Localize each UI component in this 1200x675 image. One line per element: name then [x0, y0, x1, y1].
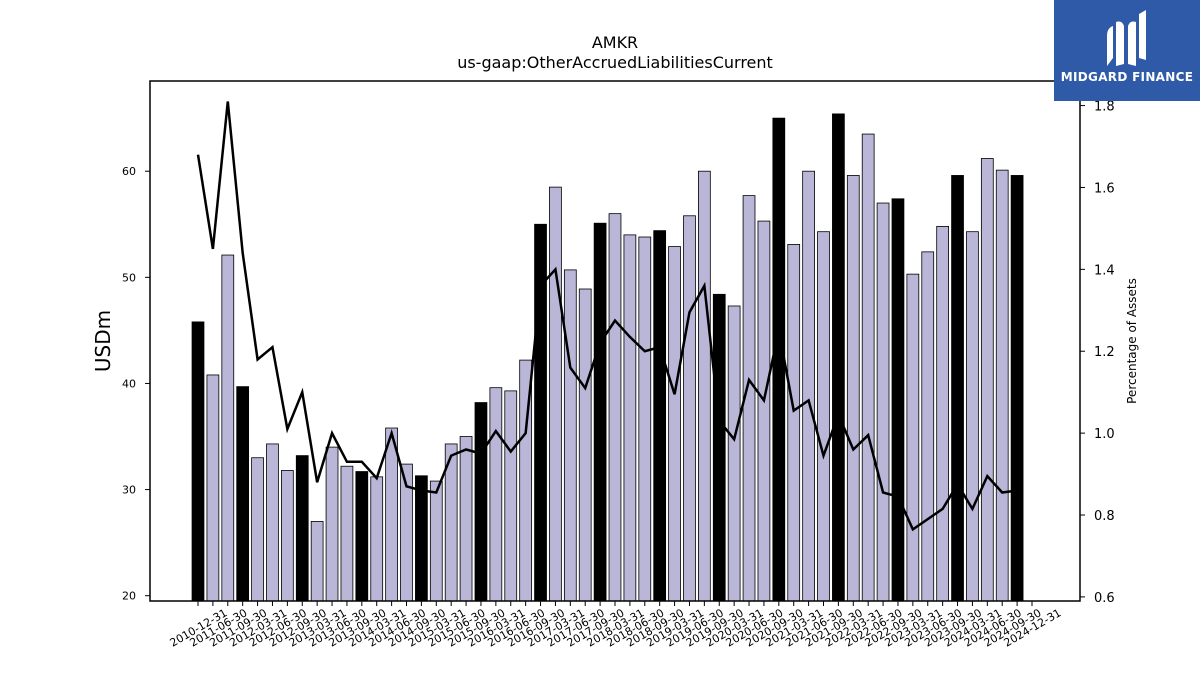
bar-2021-12-31: [846, 175, 860, 602]
y-axis-left: 20 30 40 50 60: [122, 165, 150, 603]
bar-2020-12-31: [787, 244, 801, 602]
y2-tick-label: 0.8: [1094, 509, 1115, 524]
bar-2019-03-31: [683, 215, 696, 602]
bar-2020-06-30: [757, 220, 771, 602]
y-tick-label: 50: [122, 271, 136, 284]
bar-2018-09-30: [653, 230, 667, 602]
bar-2016-12-31: [549, 186, 562, 602]
bar-2023-03-31: [921, 251, 935, 602]
percentage-line: [196, 101, 1018, 532]
line-group: [196, 101, 1018, 532]
chart-title: AMKR: [592, 33, 638, 52]
y-tick-label: 30: [122, 484, 136, 497]
y2-tick-label: 1.8: [1094, 100, 1115, 115]
bar-2011-09-30: [236, 386, 250, 602]
bar-2021-09-30: [832, 113, 845, 602]
y2-tick-label: 1.6: [1094, 181, 1115, 196]
bar-2021-03-31: [802, 170, 815, 602]
bar-2013-06-30: [340, 465, 354, 602]
bar-2018-03-31: [623, 234, 637, 602]
bar-2013-09-30: [355, 471, 369, 602]
bar-2018-12-31: [668, 246, 681, 602]
bar-2021-06-30: [817, 231, 830, 602]
y-tick-label: 20: [122, 590, 136, 603]
bars-group: [191, 113, 1024, 602]
bar-2023-12-31: [966, 231, 979, 602]
bar-2010-12-31: [191, 321, 205, 602]
bar-2011-12-31: [251, 457, 264, 602]
bar-2015-09-30: [474, 402, 488, 602]
bar-2019-06-30: [698, 170, 711, 602]
logo-text: MIDGARD FINANCE: [1060, 70, 1194, 84]
bar-2017-06-30: [578, 288, 592, 602]
y2-tick-label: 1.2: [1094, 345, 1115, 360]
bar-2012-12-31: [310, 521, 324, 602]
bar-2022-06-30: [876, 202, 890, 602]
y2-tick-label: 1.0: [1094, 427, 1115, 442]
y2-tick-label: 0.6: [1094, 591, 1115, 606]
bar-2019-09-30: [712, 293, 726, 602]
bar-2012-03-31: [266, 443, 279, 602]
bar-2023-09-30: [951, 175, 964, 602]
bar-2022-09-30: [891, 198, 905, 602]
bar-2011-03-31: [206, 374, 220, 602]
bar-2019-12-31: [727, 305, 741, 602]
x-axis: 2010-12-312011-06-302011-09-302012-03-31…: [168, 601, 1064, 650]
y2-tick-label: 1.4: [1094, 263, 1115, 278]
bar-2022-12-31: [906, 273, 920, 602]
bar-2015-06-30: [459, 436, 473, 602]
y-axis-right: 0.6 0.8 1.0 1.2 1.4 1.6 1.8: [1080, 100, 1115, 606]
bar-2014-12-31: [429, 480, 443, 602]
bar-2018-06-30: [638, 236, 652, 602]
bar-2017-09-30: [593, 222, 607, 602]
bar-2011-06-30: [221, 254, 235, 602]
bar-2013-03-31: [325, 446, 339, 602]
chart-subtitle: us-gaap:OtherAccruedLiabilitiesCurrent: [457, 53, 773, 72]
bar-2017-03-31: [563, 269, 577, 602]
y-axis-label: USDm: [91, 310, 115, 372]
bar-2012-06-30: [280, 470, 294, 602]
bar-2022-03-31: [861, 133, 875, 602]
bar-2024-06-30: [995, 169, 1009, 602]
bar-2024-03-31: [980, 158, 994, 602]
bar-2012-09-30: [295, 455, 309, 602]
y-tick-label: 60: [122, 165, 136, 178]
bar-2014-03-31: [385, 427, 398, 602]
bar-2024-09-30: [1010, 175, 1024, 602]
bar-2023-06-30: [936, 225, 950, 602]
bar-2013-12-31: [370, 476, 384, 602]
midgard-logo-icon: [1107, 10, 1146, 66]
brand-logo: MIDGARD FINANCE: [1054, 0, 1200, 101]
bar-2017-12-31: [608, 213, 622, 602]
bar-2015-12-31: [489, 387, 503, 602]
y-tick-label: 40: [122, 377, 136, 390]
bar-2016-03-31: [504, 390, 518, 602]
bar-2014-09-30: [415, 475, 428, 602]
y2-axis-label: Percentage of Assets: [1125, 278, 1139, 404]
